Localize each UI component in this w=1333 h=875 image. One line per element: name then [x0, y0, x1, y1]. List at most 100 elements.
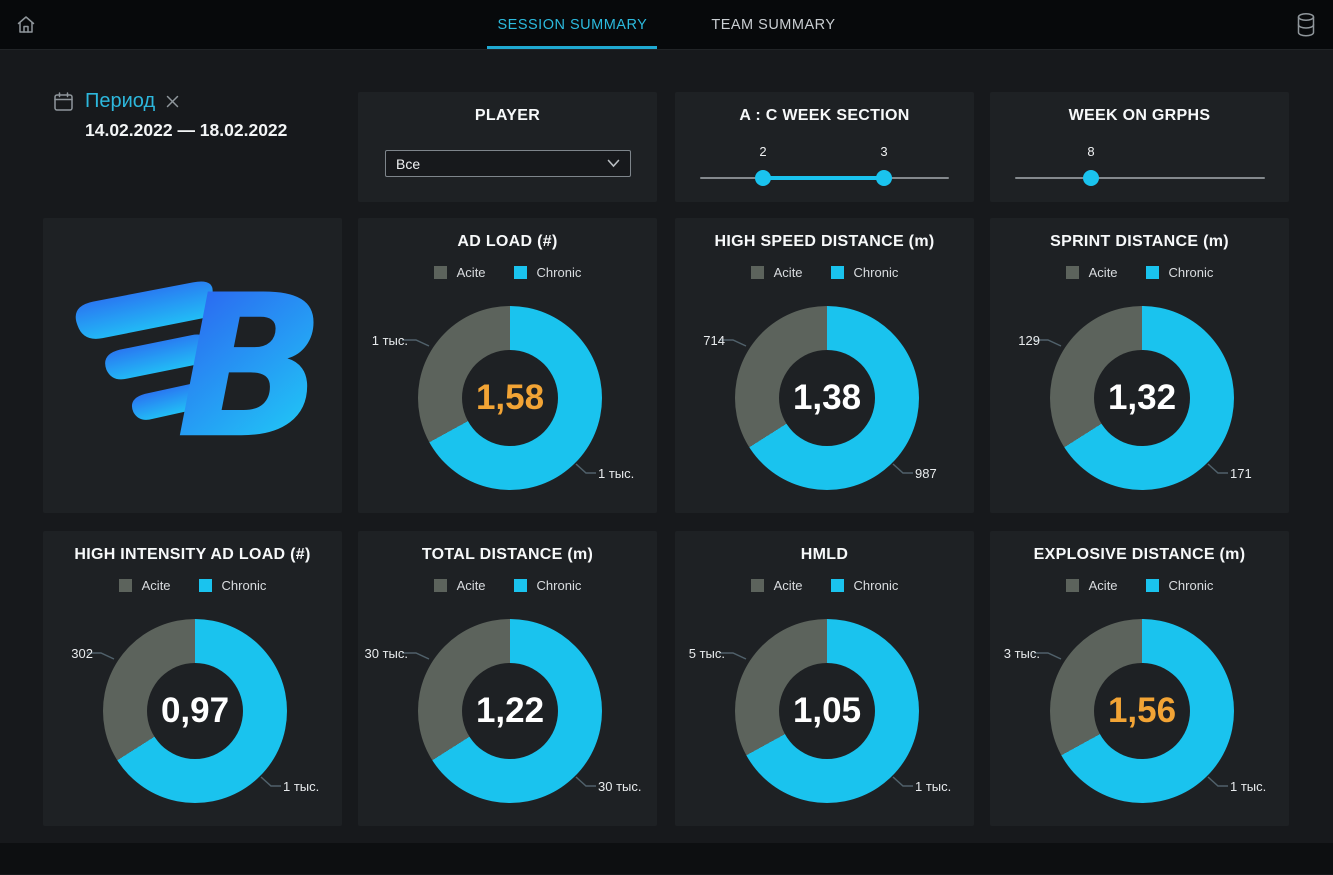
- calendar-icon: [54, 92, 73, 111]
- tab-bar: SESSION SUMMARY TEAM SUMMARY: [487, 0, 845, 49]
- close-icon[interactable]: [166, 95, 179, 108]
- acite-swatch: [750, 579, 764, 592]
- tab-session-summary[interactable]: SESSION SUMMARY: [487, 0, 658, 49]
- donut-ring[interactable]: 1,05: [735, 619, 919, 803]
- ratio-value: 1,22: [475, 691, 545, 730]
- svg-text:B: B: [175, 268, 317, 464]
- chart-card-ad-load: AD LOAD (#) Acite Chronic 1 тыс. 1,58 1 …: [358, 218, 657, 513]
- donut-hole: 1,22: [462, 663, 558, 759]
- database-icon[interactable]: [1295, 12, 1317, 38]
- chart-legend: Acite Chronic: [990, 265, 1289, 280]
- chronic-callout: 1 тыс.: [915, 779, 952, 794]
- chronic-legend-label: Chronic: [221, 578, 267, 593]
- acite-callout: 129: [1018, 333, 1040, 348]
- ratio-value: 1,32: [1107, 378, 1177, 417]
- ac-week-range-slider[interactable]: 2 3: [675, 92, 974, 202]
- chronic-legend-label: Chronic: [853, 265, 899, 280]
- donut-ring[interactable]: 1,58: [418, 306, 602, 490]
- chronic-swatch: [1145, 579, 1159, 592]
- leader-lines: [1034, 652, 1228, 787]
- leader-lines: [1034, 339, 1228, 474]
- donut-ring[interactable]: 1,32: [1050, 306, 1234, 490]
- top-bar: SESSION SUMMARY TEAM SUMMARY: [0, 0, 1333, 50]
- donut-chart: 714 1,38 987: [675, 218, 974, 513]
- chart-legend: Acite Chronic: [675, 265, 974, 280]
- acite-callout: 3 тыс.: [1003, 646, 1040, 661]
- chart-title: HMLD: [800, 546, 849, 563]
- team-logo: B: [75, 268, 318, 464]
- chart-legend: Acite Chronic: [990, 578, 1289, 593]
- player-select[interactable]: Все: [385, 150, 631, 177]
- player-select-value: Все: [396, 155, 421, 172]
- donut-ring[interactable]: 1,56: [1050, 619, 1234, 803]
- range-slider-handle-min[interactable]: [755, 170, 771, 186]
- chart-title: HIGH INTENSITY AD LOAD (#): [74, 546, 311, 563]
- filter-title: WEEK ON GRPHS: [1068, 107, 1211, 124]
- chronic-swatch: [198, 579, 212, 592]
- chart-title: EXPLOSIVE DISTANCE (m): [1033, 546, 1246, 563]
- chronic-swatch: [513, 579, 527, 592]
- donut-chart: 5 тыс. 1,05 1 тыс.: [675, 531, 974, 826]
- leader-lines: [402, 339, 596, 474]
- chart-legend: Acite Chronic: [675, 578, 974, 593]
- chronic-legend-label: Chronic: [1168, 265, 1214, 280]
- filter-title: PLAYER: [474, 107, 541, 124]
- chart-title: AD LOAD (#): [457, 233, 558, 250]
- acite-legend-label: Acite: [1088, 578, 1118, 593]
- acite-callout: 1 тыс.: [371, 333, 408, 348]
- leader-lines: [719, 652, 913, 787]
- slider-track[interactable]: [1015, 177, 1265, 179]
- filter-card-ac-week-section: A : C WEEK SECTION 2 3: [675, 92, 974, 202]
- chronic-callout: 1 тыс.: [1230, 779, 1267, 794]
- chart-title: SPRINT DISTANCE (m): [1050, 233, 1229, 250]
- donut-chart: 129 1,32 171: [990, 218, 1289, 513]
- leader-lines: [719, 339, 913, 474]
- chart-legend: Acite Chronic: [43, 578, 342, 593]
- donut-ring[interactable]: 0,97: [103, 619, 287, 803]
- ratio-value: 1,56: [1107, 691, 1177, 730]
- range-slider-handle-max[interactable]: [876, 170, 892, 186]
- week-on-graphs-slider[interactable]: 8: [990, 92, 1289, 202]
- donut-ring[interactable]: 1,38: [735, 306, 919, 490]
- acite-swatch: [1065, 579, 1079, 592]
- acite-legend-label: Acite: [456, 578, 486, 593]
- period-filter: Период 14.02.2022 — 18.02.2022: [53, 90, 287, 141]
- leader-lines: [87, 652, 281, 787]
- dashboard-content: Период 14.02.2022 — 18.02.2022 PLAYER Вс…: [0, 50, 1333, 843]
- chronic-swatch: [1145, 266, 1159, 279]
- donut-hole: 0,97: [147, 663, 243, 759]
- acite-callout: 5 тыс.: [688, 646, 725, 661]
- filter-card-player: PLAYER Все: [358, 92, 657, 202]
- donut-hole: 1,56: [1094, 663, 1190, 759]
- tab-label: TEAM SUMMARY: [711, 16, 836, 33]
- chart-title: TOTAL DISTANCE (m): [421, 546, 594, 563]
- slider-min-value: 2: [759, 144, 767, 159]
- home-icon[interactable]: [14, 13, 38, 37]
- donut-ring[interactable]: 1,22: [418, 619, 602, 803]
- ratio-value: 1,58: [475, 378, 545, 417]
- slider-range-fill: [763, 176, 892, 180]
- slider-max-value: 3: [880, 144, 888, 159]
- donut-chart: 302 0,97 1 тыс.: [43, 531, 342, 826]
- chart-title: HIGH SPEED DISTANCE (m): [714, 233, 935, 250]
- donut-chart: 3 тыс. 1,56 1 тыс.: [990, 531, 1289, 826]
- chart-card-high-intensity-ad-load: HIGH INTENSITY AD LOAD (#) Acite Chronic…: [43, 531, 342, 826]
- acite-swatch: [118, 579, 132, 592]
- acite-legend-label: Acite: [456, 265, 486, 280]
- chronic-legend-label: Chronic: [536, 578, 582, 593]
- acite-swatch: [1065, 266, 1079, 279]
- tab-team-summary[interactable]: TEAM SUMMARY: [701, 0, 845, 49]
- tab-label: SESSION SUMMARY: [497, 16, 648, 33]
- acite-swatch: [433, 579, 447, 592]
- ratio-value: 1,38: [792, 378, 862, 417]
- chart-card-hmld: HMLD Acite Chronic 5 тыс. 1,05 1 тыс.: [675, 531, 974, 826]
- acite-swatch: [750, 266, 764, 279]
- acite-legend-label: Acite: [773, 265, 803, 280]
- bottom-bar: [0, 843, 1333, 874]
- chart-legend: Acite Chronic: [358, 578, 657, 593]
- period-label: Период: [85, 90, 156, 112]
- slider-value: 8: [1087, 144, 1095, 159]
- donut-hole: 1,32: [1094, 350, 1190, 446]
- slider-handle[interactable]: [1083, 170, 1099, 186]
